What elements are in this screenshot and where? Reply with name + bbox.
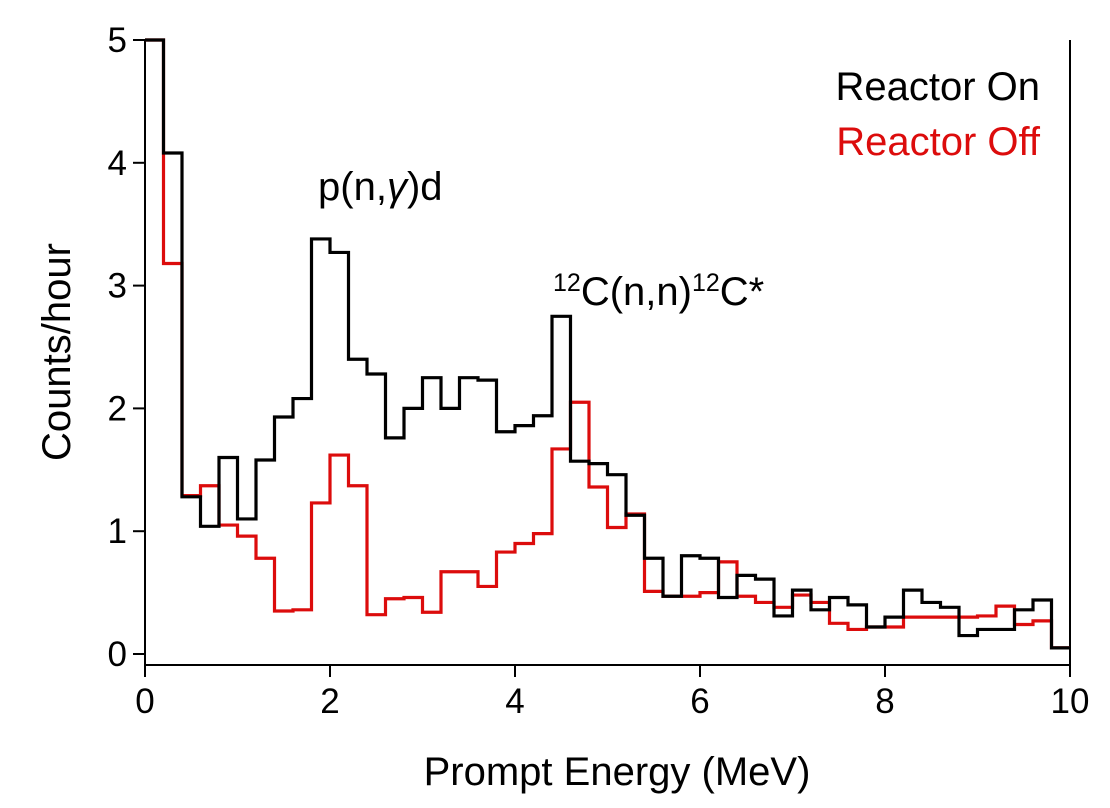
annotation-carbon-sup1: 12 — [553, 269, 581, 297]
y-tick-label: 5 — [108, 21, 127, 60]
x-tick-label: 6 — [690, 682, 709, 721]
x-tick-label: 8 — [875, 682, 894, 721]
annotation-carbon-mid: C(n,n) — [581, 270, 692, 314]
y-tick-label: 1 — [108, 512, 127, 551]
x-tick-label: 4 — [505, 682, 524, 721]
x-tick-label: 0 — [135, 682, 154, 721]
y-tick-label: 0 — [108, 635, 127, 674]
legend-reactor-off: Reactor Off — [836, 120, 1041, 164]
annotation-carbon-12: 12C(n,n)12C* — [553, 269, 764, 314]
y-axis-title: Counts/hour — [35, 243, 79, 461]
x-axis-title: Prompt Energy (MeV) — [424, 750, 811, 794]
series-reactor-off — [145, 38, 1070, 650]
series-reactor-on — [145, 38, 1070, 650]
x-tick-label: 2 — [320, 682, 339, 721]
legend: Reactor On Reactor Off — [835, 65, 1040, 164]
y-tick-label: 2 — [108, 389, 127, 428]
legend-reactor-on: Reactor On — [835, 65, 1040, 109]
annotation-carbon-sup2: 12 — [692, 269, 720, 297]
annotation-p-n-gamma-d: p(n,γ)d — [318, 165, 443, 209]
annotation-pnd-prefix: p(n, — [318, 165, 387, 209]
x-tick-label: 10 — [1051, 682, 1090, 721]
plot-frame — [144, 40, 1071, 666]
annotation-pnd-gamma: γ — [387, 165, 409, 209]
y-tick-label: 3 — [108, 267, 127, 306]
y-tick-label: 4 — [108, 144, 127, 183]
annotation-pnd-suffix: )d — [407, 165, 443, 209]
series-layer — [145, 38, 1070, 650]
annotation-carbon-tail: C* — [720, 270, 764, 314]
